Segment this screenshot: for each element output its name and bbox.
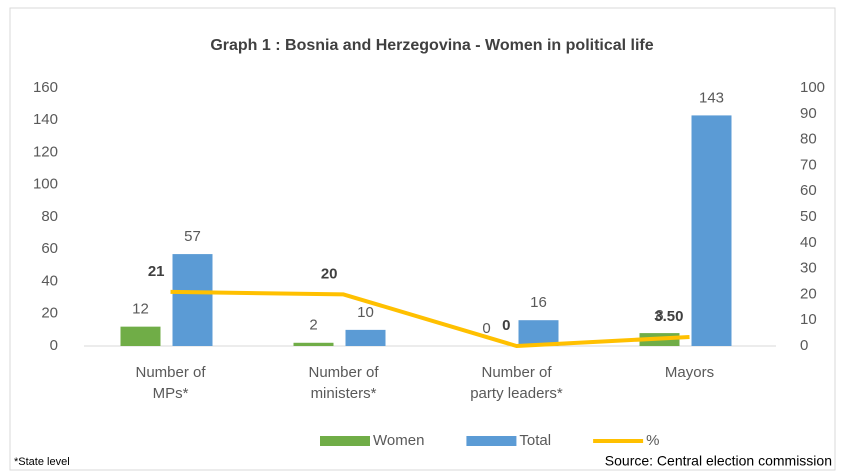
- y-tick-label: 0: [50, 337, 58, 354]
- y2-tick-label: 40: [800, 234, 817, 251]
- y-tick-label: 140: [33, 111, 58, 128]
- bar-value-label: 10: [357, 304, 374, 321]
- y2-tick-label: 80: [800, 131, 817, 148]
- y-tick-label: 20: [41, 305, 58, 322]
- y-tick-label: 40: [41, 272, 58, 289]
- x-tick-label: Number of MPs*: [135, 364, 206, 402]
- y2-tick-label: 90: [800, 105, 817, 122]
- bar-value-label: 2: [309, 317, 317, 334]
- y2-tick-label: 100: [800, 79, 825, 96]
- y2-tick-label: 20: [800, 285, 817, 302]
- y2-tick-label: 30: [800, 260, 817, 277]
- x-tick-label: Number of party leaders*: [470, 364, 563, 402]
- legend-label: %: [646, 432, 659, 449]
- legend-swatch: [466, 436, 517, 446]
- y2-tick-label: 70: [800, 156, 817, 173]
- y-tick-label: 60: [41, 240, 58, 257]
- bar-value-label: 16: [530, 294, 547, 311]
- source: Source: Central election commission: [605, 453, 832, 469]
- legend-label: Total: [519, 432, 551, 449]
- bar: [518, 320, 559, 346]
- bar-value-label: 0: [482, 320, 490, 337]
- y-tick-label: 120: [33, 143, 58, 160]
- y-tick-label: 80: [41, 208, 58, 225]
- line-value-label: 3.50: [654, 308, 683, 325]
- y-tick-label: 100: [33, 176, 58, 193]
- y2-tick-label: 10: [800, 311, 817, 328]
- bar-value-label: 143: [699, 89, 724, 106]
- line-series: [170, 289, 690, 348]
- bar-value-label: 12: [132, 301, 149, 318]
- line-value-label: 0: [502, 317, 510, 334]
- bar-value-label: 57: [184, 228, 201, 245]
- bar: [172, 254, 213, 346]
- chart-title: Graph 1 : Bosnia and Herzegovina - Women…: [210, 37, 653, 54]
- bar-value-label: 8: [655, 307, 663, 324]
- footnote: *State level: [14, 456, 70, 468]
- bar: [120, 326, 161, 346]
- line-value-label: 21: [148, 263, 165, 280]
- line-value-label: 20: [321, 265, 338, 282]
- y2-tick-label: 0: [800, 337, 808, 354]
- legend-swatch: [320, 436, 370, 446]
- bar: [345, 329, 386, 346]
- x-tick-label: Number of ministers*: [308, 364, 379, 402]
- y2-tick-label: 50: [800, 208, 817, 225]
- legend-label: Women: [373, 432, 424, 449]
- bar: [293, 342, 334, 346]
- x-tick-label: Mayors: [665, 364, 714, 381]
- y-tick-label: 160: [33, 79, 58, 96]
- bar: [691, 115, 732, 346]
- y2-tick-label: 60: [800, 182, 817, 199]
